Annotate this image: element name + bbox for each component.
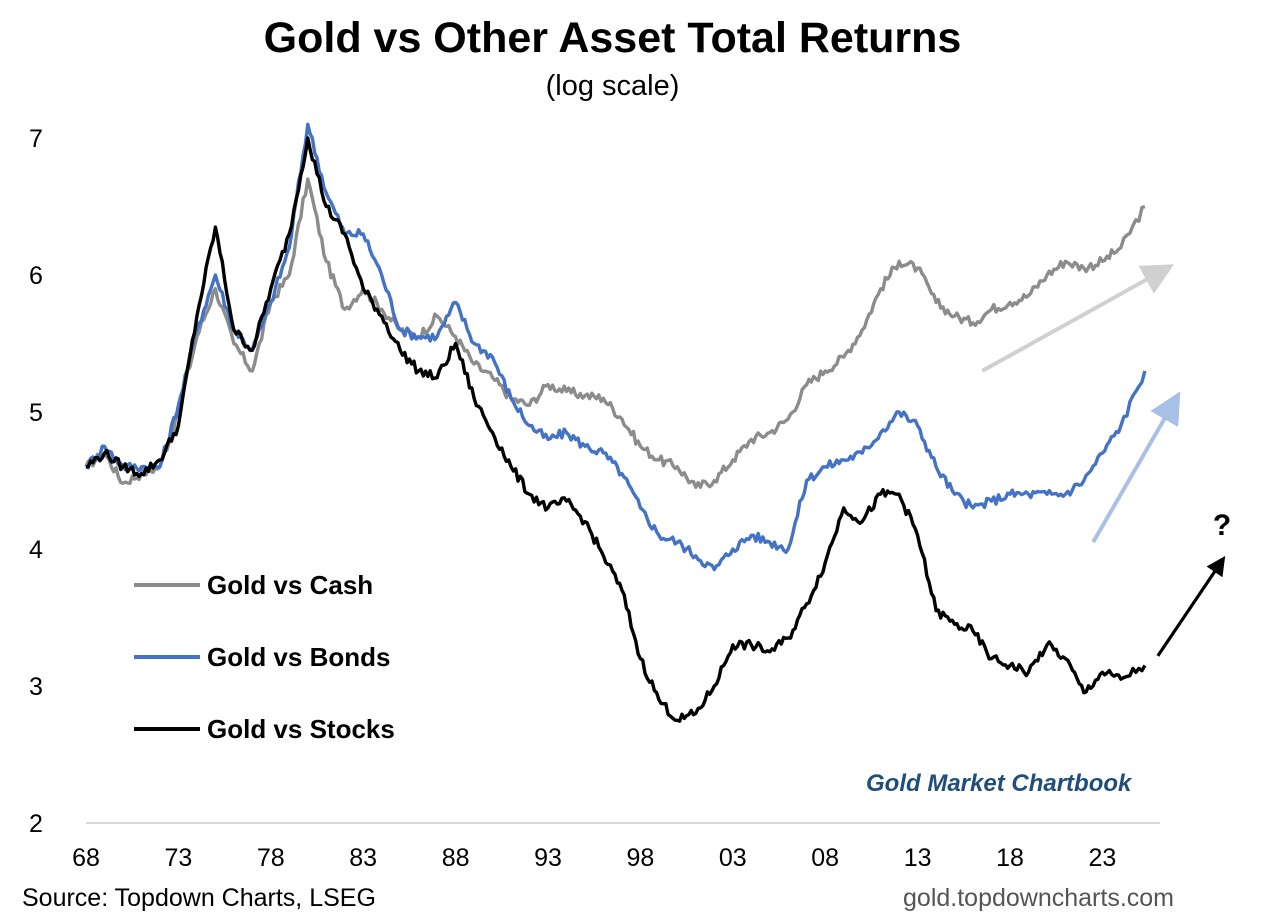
x-tick-label: 18 xyxy=(996,844,1024,872)
x-tick-label: 03 xyxy=(719,844,747,872)
legend-label: Gold vs Bonds xyxy=(207,642,390,672)
website-link[interactable]: gold.topdowncharts.com xyxy=(903,884,1174,912)
x-tick-label: 68 xyxy=(72,844,100,872)
x-tick-label: 78 xyxy=(257,844,285,872)
series-line-gold-vs-bonds xyxy=(85,122,1147,572)
y-tick-label: 7 xyxy=(29,125,43,153)
trend-arrow xyxy=(1091,391,1181,544)
y-tick-label: 6 xyxy=(29,262,43,290)
trend-arrow xyxy=(1156,555,1226,657)
y-axis-ticks: 2 3 4 5 6 7 xyxy=(29,125,43,838)
legend-label: Gold vs Stocks xyxy=(207,714,395,744)
x-tick-label: 88 xyxy=(442,844,470,872)
y-tick-label: 3 xyxy=(29,673,43,701)
y-tick-label: 5 xyxy=(29,399,43,427)
x-tick-label: 93 xyxy=(534,844,562,872)
x-tick-label: 83 xyxy=(349,844,377,872)
x-axis-ticks: 68 73 78 83 88 93 98 03 08 13 18 23 xyxy=(72,844,1116,872)
legend-label: Gold vs Cash xyxy=(207,570,373,600)
x-tick-label: 23 xyxy=(1088,844,1116,872)
series-lines xyxy=(84,122,1147,723)
x-tick-label: 73 xyxy=(164,844,192,872)
y-tick-label: 2 xyxy=(29,810,43,838)
series-line-gold-vs-stocks xyxy=(85,136,1147,723)
y-tick-label: 4 xyxy=(29,536,43,564)
x-tick-label: 98 xyxy=(626,844,654,872)
series-line-gold-vs-cash xyxy=(84,177,1146,489)
source-note: Source: Topdown Charts, LSEG xyxy=(22,884,376,912)
trend-arrow xyxy=(981,264,1175,373)
brand-label: Gold Market Chartbook xyxy=(866,770,1132,797)
x-tick-label: 08 xyxy=(811,844,839,872)
chart-title: Gold vs Other Asset Total Returns xyxy=(263,14,962,62)
x-tick-label: 13 xyxy=(904,844,932,872)
trend-arrows xyxy=(981,264,1226,657)
question-mark-annotation: ? xyxy=(1213,509,1231,542)
chart-subtitle: (log scale) xyxy=(545,70,680,102)
legend: Gold vs Cash Gold vs Bonds Gold vs Stocks xyxy=(134,570,395,744)
